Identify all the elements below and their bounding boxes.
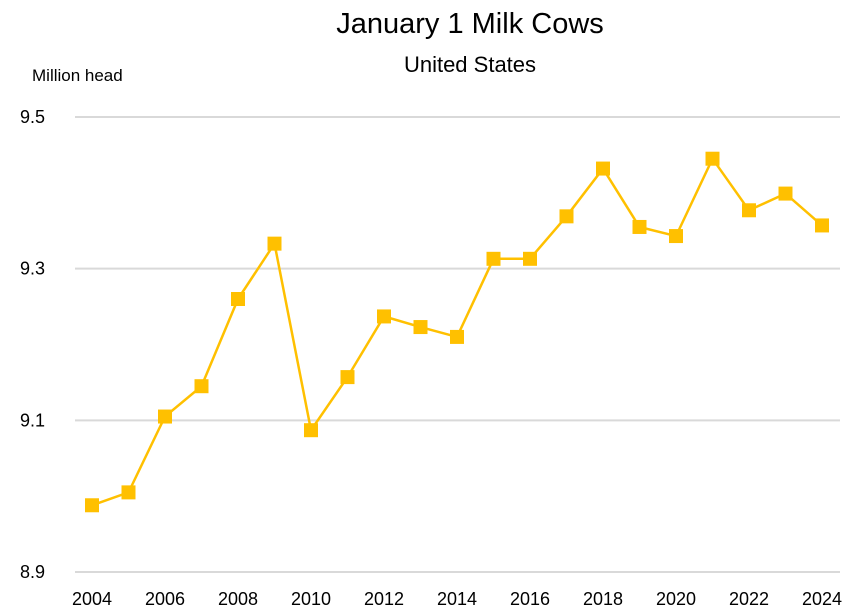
x-tick-label: 2014 <box>437 589 477 609</box>
x-tick-label: 2012 <box>364 589 404 609</box>
y-tick-label: 9.3 <box>20 259 45 279</box>
y-tick-label: 9.1 <box>20 410 45 430</box>
x-tick-labels: 2004 2006 2008 2010 2012 2014 2016 2018 2020 2022… <box>72 589 842 609</box>
data-point-2009 <box>267 236 282 251</box>
x-tick-label: 2008 <box>218 589 258 609</box>
series-milk-cows <box>85 151 829 513</box>
data-point-2021 <box>705 151 720 166</box>
data-point-2017 <box>559 209 574 224</box>
data-point-2018 <box>596 161 610 176</box>
data-point-2007 <box>194 379 209 394</box>
x-tick-label: 2010 <box>291 589 331 609</box>
y-tick-label: 9.5 <box>20 107 45 127</box>
x-tick-label: 2020 <box>656 589 696 609</box>
data-point-2008 <box>231 292 245 306</box>
data-point-2020 <box>669 229 683 244</box>
y-tick-label: 8.9 <box>20 562 45 582</box>
data-point-2010 <box>304 423 318 438</box>
grid-lines <box>75 116 840 573</box>
data-point-2011 <box>340 370 355 385</box>
data-point-2019 <box>632 219 647 234</box>
data-point-2005 <box>121 485 136 500</box>
x-tick-label: 2016 <box>510 589 550 609</box>
data-point-2014 <box>450 329 464 344</box>
x-tick-label: 2022 <box>729 589 769 609</box>
data-point-2015 <box>486 251 501 266</box>
x-tick-label: 2018 <box>583 589 623 609</box>
data-point-2016 <box>523 251 537 266</box>
data-point-2013 <box>413 320 428 335</box>
data-point-2024 <box>815 218 829 233</box>
y-axis-label: Million head <box>32 66 123 85</box>
chart-subtitle: United States <box>403 52 537 77</box>
data-point-2022 <box>742 203 756 218</box>
data-point-2004 <box>85 498 99 513</box>
data-point-2012 <box>377 309 391 324</box>
x-tick-label: 2006 <box>145 589 185 609</box>
x-tick-label: 2024 <box>802 589 842 609</box>
x-tick-label: 2004 <box>72 589 112 609</box>
data-point-2023 <box>778 186 793 201</box>
data-point-2006 <box>158 409 172 424</box>
chart-title: January 1 Milk Cows <box>336 8 604 40</box>
y-tick-labels: 9.5 9.3 9.1 8.9 <box>20 107 45 582</box>
